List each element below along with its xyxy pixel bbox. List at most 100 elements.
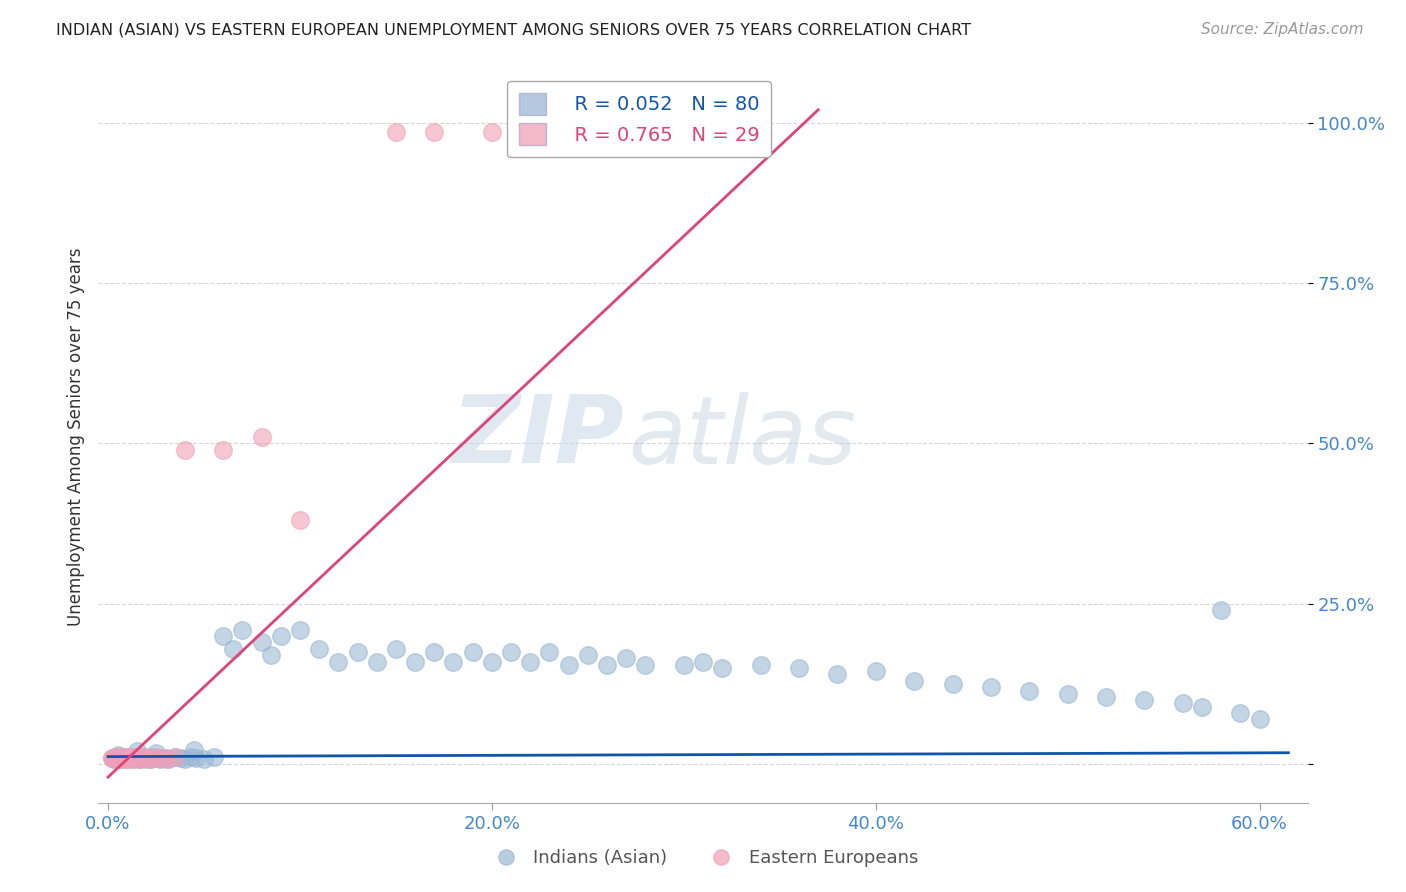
Point	[186, 751, 208, 765]
Point	[787, 661, 810, 675]
Point	[1171, 697, 1194, 711]
Point	[112, 751, 135, 765]
Point	[135, 751, 157, 765]
Point	[170, 751, 193, 765]
Point	[634, 657, 657, 672]
Point	[110, 749, 132, 764]
Legend: Indians (Asian), Eastern Europeans: Indians (Asian), Eastern Europeans	[481, 842, 925, 874]
Point	[131, 749, 153, 764]
Point	[128, 752, 150, 766]
Point	[128, 752, 150, 766]
Point	[1211, 603, 1233, 617]
Point	[1095, 690, 1118, 704]
Point	[519, 125, 541, 139]
Point	[270, 629, 292, 643]
Point	[538, 645, 561, 659]
Point	[499, 645, 522, 659]
Point	[692, 655, 714, 669]
Point	[134, 752, 156, 766]
Point	[107, 747, 129, 762]
Point	[125, 751, 148, 765]
Point	[124, 749, 146, 764]
Point	[115, 752, 138, 766]
Point	[202, 749, 225, 764]
Point	[108, 751, 131, 765]
Point	[903, 673, 925, 688]
Point	[136, 751, 159, 765]
Y-axis label: Unemployment Among Seniors over 75 years: Unemployment Among Seniors over 75 years	[66, 248, 84, 626]
Point	[481, 655, 503, 669]
Point	[711, 661, 734, 675]
Point	[115, 749, 138, 764]
Point	[118, 749, 141, 764]
Point	[183, 743, 205, 757]
Point	[112, 749, 135, 764]
Point	[131, 751, 153, 765]
Point	[107, 751, 129, 765]
Point	[180, 749, 202, 764]
Point	[114, 752, 136, 766]
Point	[288, 514, 311, 528]
Point	[145, 749, 167, 764]
Point	[155, 752, 177, 766]
Point	[461, 645, 484, 659]
Point	[149, 752, 172, 766]
Point	[145, 746, 167, 760]
Point	[980, 681, 1002, 695]
Point	[120, 752, 142, 766]
Text: ZIP: ZIP	[451, 391, 624, 483]
Point	[1249, 712, 1271, 726]
Point	[110, 752, 132, 766]
Point	[173, 752, 195, 766]
Point	[423, 125, 446, 139]
Point	[193, 752, 215, 766]
Point	[672, 657, 695, 672]
Point	[1191, 699, 1213, 714]
Point	[308, 641, 330, 656]
Point	[165, 749, 187, 764]
Point	[125, 751, 148, 765]
Point	[1056, 687, 1078, 701]
Point	[104, 749, 127, 764]
Point	[250, 430, 273, 444]
Point	[481, 125, 503, 139]
Point	[122, 752, 145, 766]
Point	[346, 645, 368, 659]
Point	[135, 749, 157, 764]
Point	[159, 752, 181, 766]
Point	[139, 752, 162, 766]
Point	[141, 749, 163, 764]
Point	[1018, 683, 1040, 698]
Point	[557, 657, 579, 672]
Point	[108, 752, 131, 766]
Point	[212, 442, 235, 457]
Point	[250, 635, 273, 649]
Point	[120, 751, 142, 765]
Point	[1133, 693, 1156, 707]
Point	[150, 751, 173, 765]
Point	[165, 749, 187, 764]
Point	[114, 751, 136, 765]
Point	[385, 125, 408, 139]
Point	[288, 623, 311, 637]
Point	[122, 749, 145, 764]
Text: atlas: atlas	[628, 392, 856, 483]
Point	[103, 752, 125, 766]
Point	[118, 751, 141, 765]
Point	[101, 751, 124, 765]
Point	[145, 751, 167, 765]
Point	[827, 667, 849, 681]
Point	[129, 749, 152, 764]
Point	[404, 655, 426, 669]
Point	[101, 751, 124, 765]
Point	[596, 657, 619, 672]
Point	[576, 648, 599, 663]
Point	[212, 629, 235, 643]
Point	[173, 442, 195, 457]
Point	[125, 744, 148, 758]
Point	[519, 655, 541, 669]
Point	[1229, 706, 1251, 720]
Point	[941, 677, 963, 691]
Point	[385, 641, 408, 656]
Text: INDIAN (ASIAN) VS EASTERN EUROPEAN UNEMPLOYMENT AMONG SENIORS OVER 75 YEARS CORR: INDIAN (ASIAN) VS EASTERN EUROPEAN UNEMP…	[56, 22, 972, 37]
